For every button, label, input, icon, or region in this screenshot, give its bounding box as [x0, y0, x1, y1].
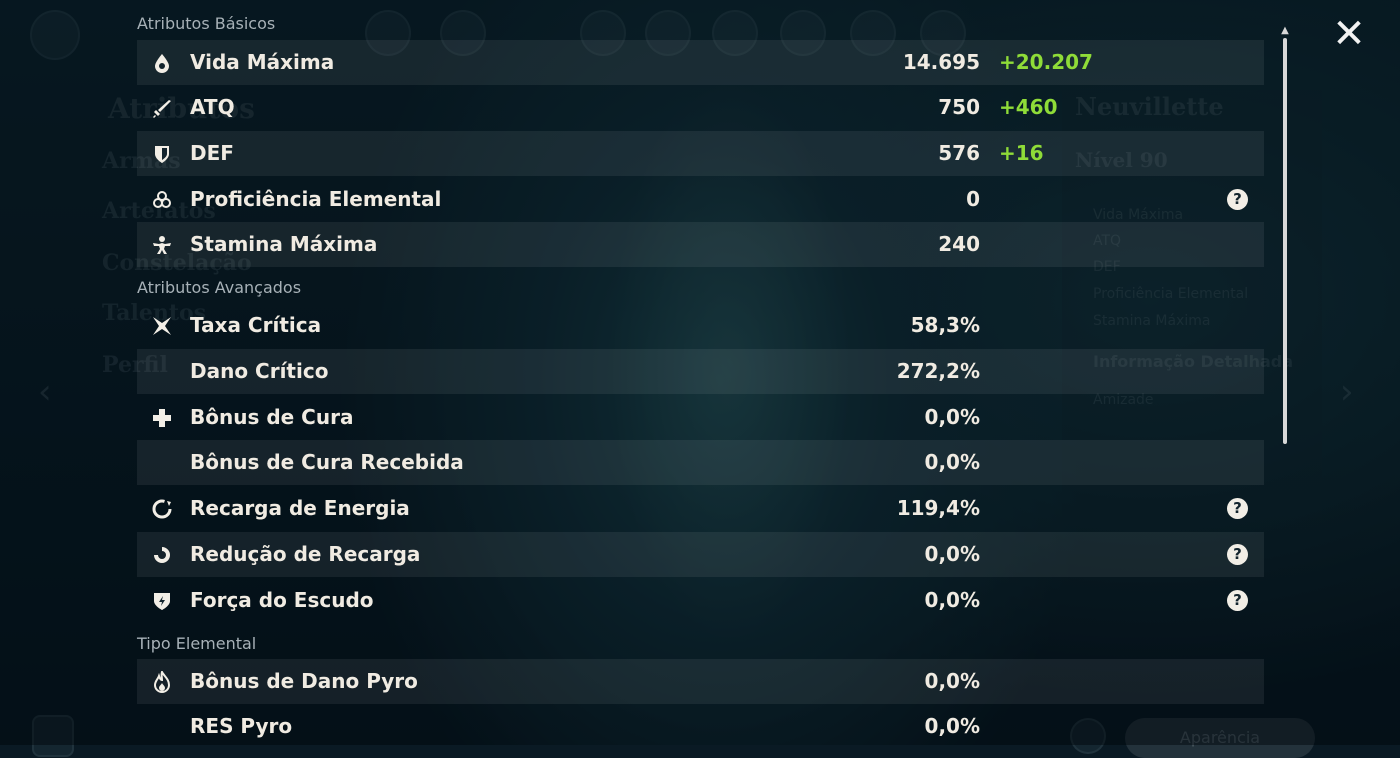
next-character-arrow: › — [1340, 372, 1354, 412]
stat-label: Dano Crítico — [190, 359, 329, 383]
stat-bonus: +20.207 — [999, 50, 1093, 74]
hp-drop-icon — [151, 52, 173, 74]
stat-row-cd-reduction: Redução de Recarga 0,0% ? — [137, 532, 1264, 577]
stat-row-elemental-mastery: Proficiência Elemental 0 ? — [137, 177, 1264, 222]
nav-item-atributos: Atributos — [108, 92, 255, 125]
character-level: Nível 90 — [1075, 148, 1168, 172]
party-portrait — [645, 10, 691, 56]
friendship-label: Amizade — [1093, 392, 1154, 408]
stat-label: Recarga de Energia — [190, 496, 410, 520]
sword-icon — [151, 97, 173, 119]
stat-bonus: +16 — [999, 141, 1044, 165]
stat-row-pyro-res: RES Pyro 0,0% — [137, 704, 1264, 749]
shield-icon — [151, 143, 173, 165]
element-emblem — [30, 10, 80, 60]
stat-label: ATQ — [190, 95, 235, 119]
party-portrait — [712, 10, 758, 56]
healing-cross-icon — [151, 407, 173, 429]
stat-row-energy-recharge: Recarga de Energia 119,4% ? — [137, 486, 1264, 531]
section-title-elemental: Tipo Elemental — [137, 634, 257, 653]
stat-row-stamina: Stamina Máxima 240 — [137, 222, 1264, 267]
character-model — [600, 60, 860, 680]
energy-recharge-icon — [151, 498, 173, 520]
stat-row-atk: ATQ 750 +460 — [137, 85, 1264, 130]
stat-value: 58,3% — [910, 313, 980, 337]
stat-value: 0,0% — [924, 405, 980, 429]
stat-row-crit-rate: Taxa Crítica 58,3% — [137, 303, 1264, 348]
stat-row-hp: Vida Máxima 14.695 +20.207 — [137, 40, 1264, 85]
detail-info-label: Informação Detalhada — [1093, 352, 1293, 371]
stat-value: 0,0% — [924, 542, 980, 566]
scrollbar-thumb[interactable] — [1283, 38, 1287, 444]
stat-label: Bônus de Cura — [190, 405, 354, 429]
help-icon[interactable]: ? — [1227, 189, 1248, 210]
stat-value: 119,4% — [896, 496, 980, 520]
stat-label: Redução de Recarga — [190, 542, 421, 566]
help-icon[interactable]: ? — [1227, 590, 1248, 611]
stat-label: DEF — [190, 141, 234, 165]
stat-row-shield-strength: Força do Escudo 0,0% ? — [137, 578, 1264, 623]
stat-label: Proficiência Elemental — [190, 187, 442, 211]
close-icon[interactable]: ✕ — [1332, 11, 1366, 57]
shield-strength-icon — [151, 590, 173, 612]
character-name: Neuvillette — [1075, 92, 1224, 121]
nav-item-talentos: Talentos — [102, 300, 207, 326]
party-portrait — [580, 10, 626, 56]
stat-bonus: +460 — [999, 95, 1058, 119]
stat-row-pyro-dmg: Bônus de Dano Pyro 0,0% — [137, 659, 1264, 704]
side-stat-atk: ATQ — [1093, 233, 1122, 249]
stat-label: Força do Escudo — [190, 588, 374, 612]
elemental-mastery-icon — [151, 189, 173, 211]
stat-label: RES Pyro — [190, 714, 293, 738]
section-title-advanced: Atributos Avançados — [137, 278, 302, 297]
party-portrait — [920, 10, 966, 56]
stat-label: Taxa Crítica — [190, 313, 322, 337]
help-icon[interactable]: ? — [1227, 544, 1248, 565]
nav-item-artefatos: Artefatos — [102, 198, 216, 224]
nav-item-constelacao: Constelação — [102, 250, 252, 276]
stat-value: 0,0% — [924, 669, 980, 693]
stat-row-crit-dmg: Dano Crítico 272,2% — [137, 349, 1264, 394]
stat-value: 14.695 — [902, 50, 980, 74]
side-stat-stamina: Stamina Máxima — [1093, 313, 1211, 329]
attribute-details-panel[interactable]: Atributos Básicos Vida Máxima 14.695 +20… — [137, 0, 1264, 745]
stat-row-incoming-healing: Bônus de Cura Recebida 0,0% — [137, 440, 1264, 485]
stat-value: 750 — [938, 95, 980, 119]
stamina-icon — [151, 234, 173, 256]
stat-value: 0,0% — [924, 450, 980, 474]
stat-row-healing-bonus: Bônus de Cura 0,0% — [137, 395, 1264, 440]
stat-label: Stamina Máxima — [190, 232, 378, 256]
side-stat-em: Proficiência Elemental — [1093, 286, 1249, 302]
pyro-icon — [151, 671, 173, 693]
crit-star-icon — [151, 315, 173, 337]
help-icon[interactable]: ? — [1227, 498, 1248, 519]
stat-value: 0,0% — [924, 588, 980, 612]
party-portrait — [850, 10, 896, 56]
stat-label: Bônus de Dano Pyro — [190, 669, 418, 693]
side-stat-def: DEF — [1093, 259, 1121, 275]
stat-label: Vida Máxima — [190, 50, 335, 74]
stat-value: 272,2% — [896, 359, 980, 383]
side-stats-panel — [1062, 90, 1322, 520]
stat-row-def: DEF 576 +16 — [137, 131, 1264, 176]
scroll-up-arrow[interactable]: ▲ — [1281, 25, 1289, 36]
side-stat-hp: Vida Máxima — [1093, 207, 1184, 223]
prev-character-arrow: ‹ — [38, 372, 52, 412]
party-portrait — [365, 10, 411, 56]
stat-value: 0 — [966, 187, 980, 211]
stat-value: 0,0% — [924, 714, 980, 738]
nav-item-perfil: Perfil — [102, 352, 168, 378]
stat-value: 240 — [938, 232, 980, 256]
party-portrait — [440, 10, 486, 56]
party-portrait — [780, 10, 826, 56]
section-title-basic: Atributos Básicos — [137, 14, 276, 33]
cd-reduction-icon — [151, 544, 173, 566]
stat-label: Bônus de Cura Recebida — [190, 450, 464, 474]
stat-value: 576 — [938, 141, 980, 165]
